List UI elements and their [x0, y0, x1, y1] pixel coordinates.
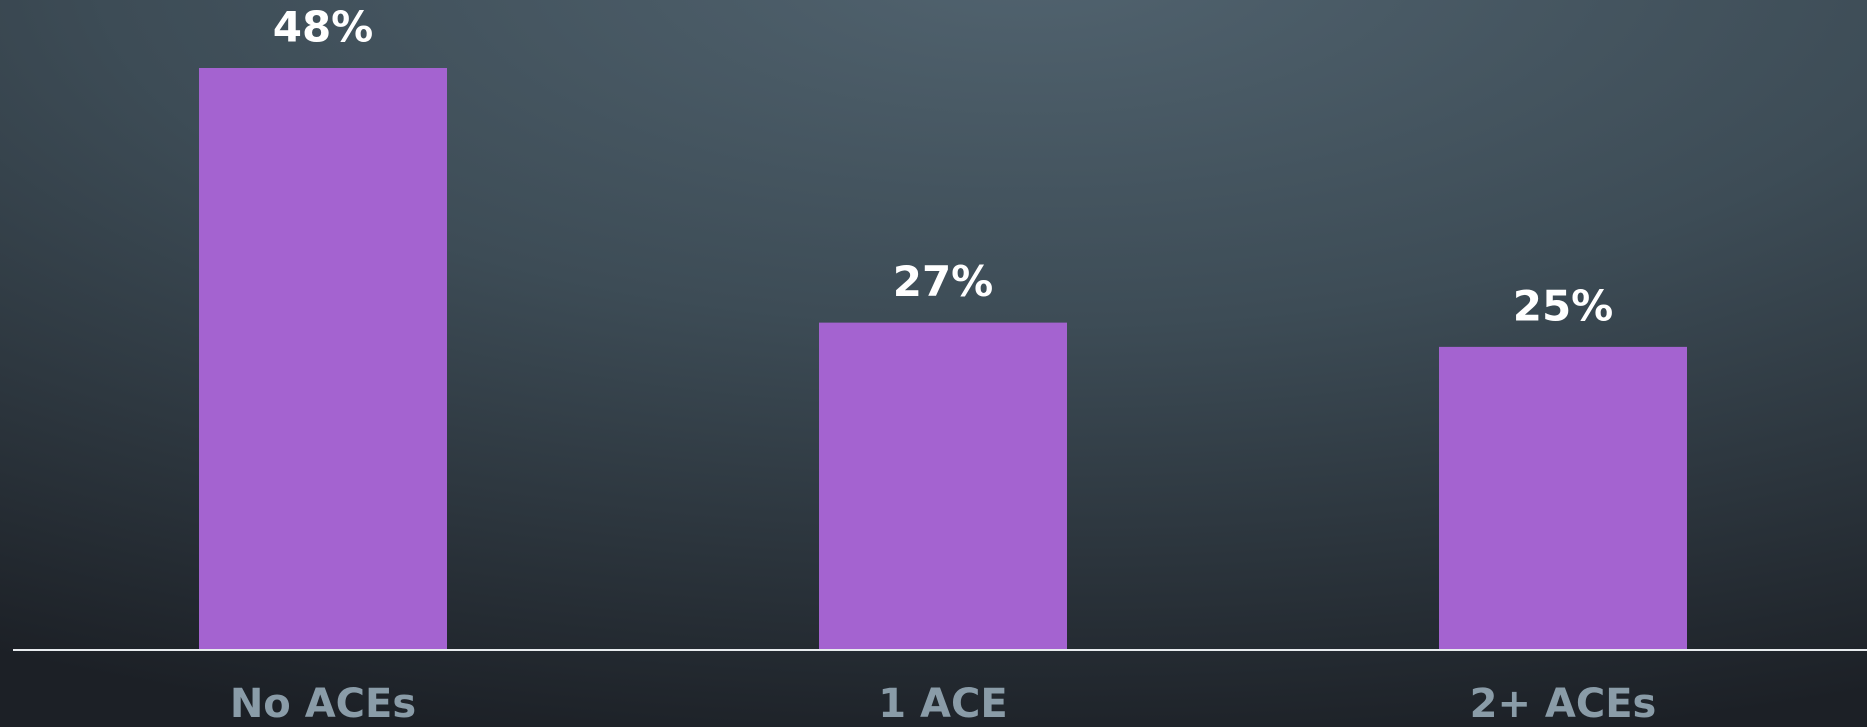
x-tick-label: No ACEs: [230, 681, 416, 727]
x-tick-label: 2+ ACEs: [1470, 681, 1657, 727]
data-label: 25%: [1513, 281, 1614, 330]
data-label: 27%: [893, 257, 994, 306]
data-label: 48%: [273, 3, 374, 52]
x-tick-label: 1 ACE: [878, 681, 1007, 727]
bar: [819, 322, 1067, 650]
bar: [199, 68, 447, 650]
bar: [1439, 346, 1687, 650]
